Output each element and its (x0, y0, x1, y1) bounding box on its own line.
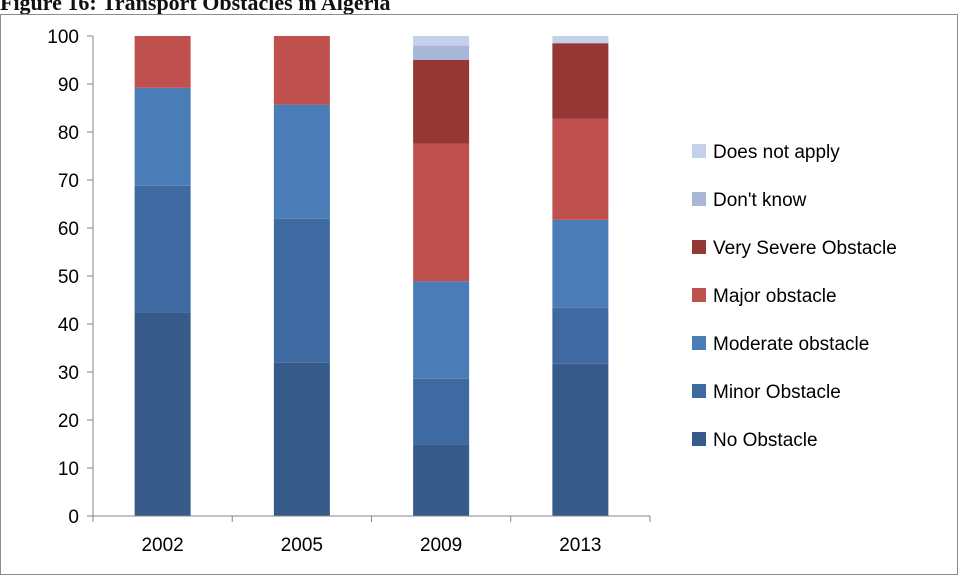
bar-segment-no-obstacle-2005 (273, 362, 330, 516)
y-tick-label: 100 (47, 27, 79, 48)
legend-label: Moderate obstacle (713, 334, 869, 355)
x-axis-ticks: 2002 2005 2009 2013 (92, 516, 651, 556)
y-tick-label: 10 (58, 459, 79, 480)
y-tick-label: 60 (58, 219, 79, 240)
y-tick-label: 30 (58, 363, 79, 384)
y-tick-label: 80 (58, 123, 79, 144)
legend-label: No Obstacle (713, 430, 818, 451)
bar-segment-minor-obstacle-2013 (552, 307, 609, 364)
y-tick-label: 70 (58, 171, 79, 192)
legend-label: Very Severe Obstacle (713, 238, 897, 259)
y-tick-label: 50 (58, 267, 79, 288)
figure-caption: Figure 16: Transport Obstacles in Algeri… (0, 0, 391, 15)
legend-swatch (692, 288, 706, 302)
y-tick-label: 40 (58, 315, 79, 336)
legend-swatch (692, 144, 706, 158)
legend-label: Don't know (713, 190, 807, 211)
legend-label: Does not apply (713, 142, 840, 163)
legend-item: Major obstacle (692, 286, 837, 307)
bar-segment-major-obstacle-2005 (273, 36, 330, 105)
legend-item: Very Severe Obstacle (692, 238, 897, 259)
legend-swatch (692, 192, 706, 206)
bar-segment-no-obstacle-2002 (134, 312, 191, 516)
legend: Does not apply Don't know Very Severe Obst… (692, 142, 897, 451)
legend-item: Don't know (692, 190, 807, 211)
bar-segment-minor-obstacle-2005 (273, 218, 330, 363)
legend-item: Minor Obstacle (692, 382, 841, 403)
legend-label: Major obstacle (713, 286, 837, 307)
x-tick-label: 2002 (141, 535, 183, 556)
bar-segment-major-obstacle-2009 (413, 143, 470, 282)
bar-segment-no-obstacle-2009 (413, 444, 470, 516)
bar-segment-moderate-obstacle-2013 (552, 219, 609, 308)
x-tick-label: 2005 (281, 535, 323, 556)
bar-segment-moderate-obstacle-2005 (273, 104, 330, 219)
legend-swatch (692, 432, 706, 446)
bar-segment-minor-obstacle-2002 (134, 185, 191, 313)
y-axis-ticks: 0 10 20 30 40 50 60 70 80 90 100 (47, 27, 93, 528)
y-tick-label: 20 (58, 411, 79, 432)
legend-item: Moderate obstacle (692, 334, 869, 355)
bar-segment-major-obstacle-2013 (552, 118, 609, 220)
bar-segment-no-obstacle-2013 (552, 363, 609, 516)
bar-segment-moderate-obstacle-2002 (134, 87, 191, 186)
legend-swatch (692, 240, 706, 254)
bar-segment-moderate-obstacle-2009 (413, 281, 470, 379)
legend-label: Minor Obstacle (713, 382, 841, 403)
bar-group (134, 36, 609, 516)
bar-segment-don-t-know-2009 (413, 45, 470, 60)
legend-item: No Obstacle (692, 430, 818, 451)
bar-segment-minor-obstacle-2009 (413, 378, 470, 445)
y-tick-label: 0 (68, 507, 79, 528)
bar-segment-very-severe-obstacle-2009 (413, 60, 470, 144)
bar-segment-does-not-apply-2013 (552, 36, 609, 44)
x-tick-label: 2013 (559, 535, 601, 556)
y-tick-label: 90 (58, 75, 79, 96)
bar-segment-very-severe-obstacle-2013 (552, 43, 609, 119)
x-tick-label: 2009 (420, 535, 462, 556)
legend-swatch (692, 384, 706, 398)
bar-segment-does-not-apply-2009 (413, 36, 470, 46)
legend-swatch (692, 336, 706, 350)
bar-segment-major-obstacle-2002 (134, 36, 191, 88)
legend-item: Does not apply (692, 142, 840, 163)
